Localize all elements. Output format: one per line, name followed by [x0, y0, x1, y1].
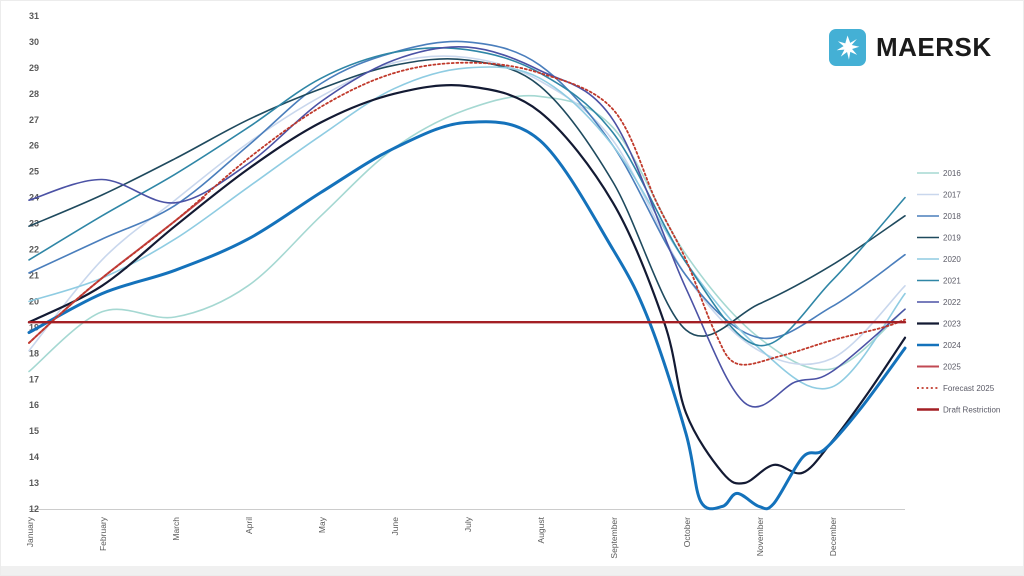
- legend-label: Draft Restriction: [943, 405, 1000, 414]
- maersk-logo: MAERSK: [829, 29, 992, 66]
- seven-point-star-icon: [836, 35, 860, 60]
- legend-label: 2019: [943, 233, 961, 242]
- legend-label: 2025: [943, 362, 961, 371]
- legend-item-2020: 2020: [917, 255, 961, 264]
- y-tick-label: 18: [29, 348, 39, 358]
- footer-strip: [1, 566, 1023, 575]
- y-tick-label: 27: [29, 115, 39, 125]
- y-tick-label: 15: [29, 426, 39, 436]
- x-axis-label-april: April: [244, 517, 254, 534]
- series-line-2021: [28, 47, 906, 347]
- x-axis-label-january: January: [25, 516, 35, 547]
- series-line-forecast-2025: [28, 61, 906, 366]
- legend-label: 2018: [943, 212, 961, 221]
- y-tick-label: 12: [29, 504, 39, 514]
- legend-item-2024: 2024: [917, 341, 961, 350]
- legend-item-2019: 2019: [917, 233, 961, 242]
- x-axis-label-november: November: [755, 517, 765, 556]
- legend-item-2016: 2016: [917, 169, 961, 178]
- legend-item-2017: 2017: [917, 190, 961, 199]
- series-line-2024: [27, 120, 907, 511]
- legend-label: 2016: [943, 169, 961, 178]
- x-axis-label-june: June: [390, 517, 400, 536]
- y-tick-label: 21: [29, 270, 39, 280]
- series-line-2020: [28, 66, 906, 390]
- x-axis-label-september: September: [609, 517, 619, 559]
- series-line-2018: [28, 40, 906, 340]
- x-axis-label-october: October: [682, 517, 692, 547]
- y-tick-label: 29: [29, 63, 39, 73]
- chart-legend: 2016 2017 2018 2019 2020 2021 2022 2023 2024 2025…: [917, 169, 1000, 414]
- y-tick-label: 31: [29, 11, 39, 21]
- legend-label: 2021: [943, 276, 961, 285]
- legend-item-2022: 2022: [917, 298, 961, 307]
- x-axis-label-december: December: [828, 517, 838, 556]
- chart-plot-area: [27, 40, 907, 511]
- y-tick-label: 26: [29, 141, 39, 151]
- maersk-wordmark: MAERSK: [876, 32, 992, 62]
- legend-item-forecast-2025: Forecast 2025: [917, 384, 995, 393]
- x-axis-label-march: March: [171, 517, 181, 541]
- y-tick-label: 17: [29, 374, 39, 384]
- series-line-2023: [27, 84, 907, 485]
- legend-item-2025: 2025: [917, 362, 961, 371]
- legend-item-2021: 2021: [917, 276, 961, 285]
- series-line-2022: [28, 45, 906, 408]
- legend-item-2023: 2023: [917, 319, 961, 328]
- y-tick-label: 25: [29, 167, 39, 177]
- series-line-2017: [28, 55, 906, 366]
- y-tick-label: 19: [29, 322, 39, 332]
- y-tick-label: 13: [29, 478, 39, 488]
- legend-label: 2023: [943, 319, 961, 328]
- maersk-star-icon: [829, 29, 866, 66]
- legend-label: 2022: [943, 298, 961, 307]
- y-tick-label: 14: [29, 452, 39, 462]
- legend-label: 2024: [943, 341, 961, 350]
- y-tick-label: 28: [29, 89, 39, 99]
- x-axis-label-february: February: [98, 516, 108, 551]
- series-line-2019: [28, 58, 906, 337]
- y-tick-label: 24: [29, 193, 39, 203]
- legend-item-2018: 2018: [917, 212, 961, 221]
- y-tick-label: 22: [29, 245, 39, 255]
- y-tick-label: 16: [29, 400, 39, 410]
- y-tick-label: 20: [29, 296, 39, 306]
- legend-label: 2020: [943, 255, 961, 264]
- legend-label: Forecast 2025: [943, 384, 995, 393]
- x-axis-label-july: July: [463, 516, 473, 532]
- legend-item-draft-restriction: Draft Restriction: [917, 405, 1000, 414]
- y-tick-label: 30: [29, 37, 39, 47]
- legend-label: 2017: [943, 190, 961, 199]
- x-axis-label-august: August: [536, 516, 546, 543]
- x-axis-label-may: May: [317, 516, 327, 533]
